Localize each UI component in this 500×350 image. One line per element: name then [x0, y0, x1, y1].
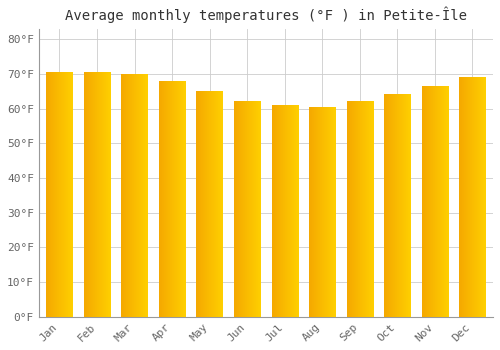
Title: Average monthly temperatures (°F ) in Petite-Île: Average monthly temperatures (°F ) in Pe… — [65, 7, 467, 23]
